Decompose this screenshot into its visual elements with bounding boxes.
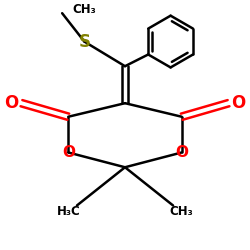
Text: S: S [78,32,90,50]
Text: H₃C: H₃C [56,205,80,218]
Text: O: O [175,145,188,160]
Text: CH₃: CH₃ [72,3,96,16]
Text: O: O [62,145,75,160]
Text: O: O [4,94,19,112]
Text: O: O [231,94,246,112]
Text: CH₃: CH₃ [170,205,194,218]
